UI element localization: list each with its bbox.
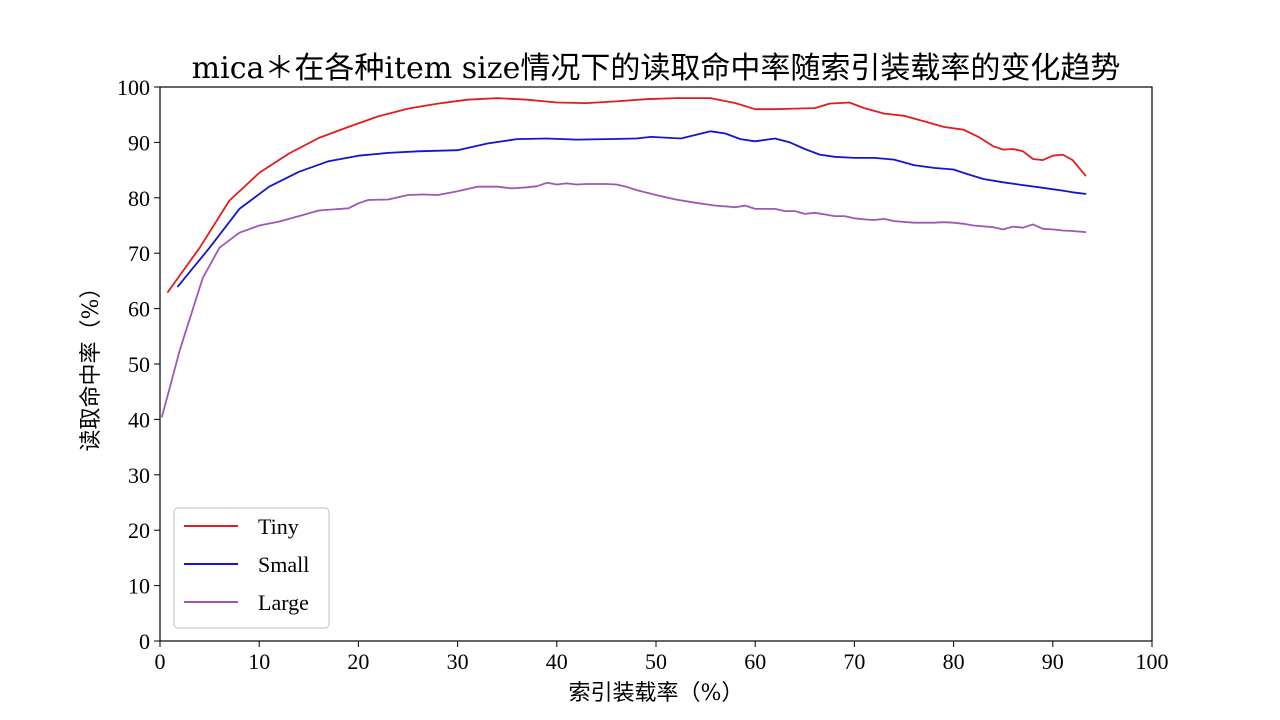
y-tick-label: 60 [128,297,150,322]
x-tick-label: 40 [546,649,568,674]
y-tick-label: 0 [139,629,150,654]
legend-box [173,507,330,629]
x-tick-label: 70 [843,649,865,674]
series-line-tiny [166,97,1087,293]
x-tick-label: 0 [155,649,166,674]
y-axis: 0 10 20 30 40 50 60 70 80 90 100 [117,75,160,654]
x-tick-label: 100 [1136,649,1169,674]
series-line-large [161,181,1087,418]
y-tick-label: 20 [128,518,150,543]
x-axis-label: 索引装载率（%） [569,681,744,706]
x-tick-label: 30 [447,649,469,674]
series-layer [161,97,1087,418]
y-tick-label: 100 [117,75,150,100]
x-tick-label: 60 [744,649,766,674]
x-tick-label: 80 [943,649,965,674]
y-tick-label: 40 [128,407,150,432]
x-tick-label: 20 [347,649,369,674]
legend-label-tiny: Tiny [258,514,299,539]
y-tick-label: 90 [128,130,150,155]
legend-label-large: Large [258,590,309,615]
x-tick-label: 10 [248,649,270,674]
y-tick-label: 80 [128,186,150,211]
x-tick-label: 50 [645,649,667,674]
y-tick-label: 30 [128,463,150,488]
y-axis-label: 读取命中率（%） [79,277,104,452]
y-tick-label: 70 [128,241,150,266]
y-tick-label: 50 [128,352,150,377]
legend: Tiny Small Large [173,507,330,629]
x-axis: 0 10 20 30 40 50 60 70 80 90 100 [155,641,1169,674]
y-tick-label: 10 [128,574,150,599]
x-tick-label: 90 [1042,649,1064,674]
legend-label-small: Small [258,552,309,577]
chart-title: mica＊在各种item size情况下的读取命中率随索引装载率的变化趋势 [192,51,1121,86]
series-line-small [176,130,1087,288]
